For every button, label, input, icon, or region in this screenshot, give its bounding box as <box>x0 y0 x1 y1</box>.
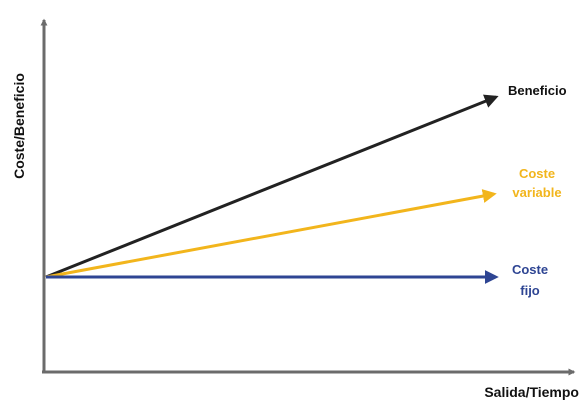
coste-variable-label-line-2: variable <box>512 185 561 200</box>
coste-fijo-label-line-2: fijo <box>520 283 540 298</box>
beneficio-label: Beneficio <box>508 83 567 98</box>
beneficio-line <box>45 94 499 279</box>
y-axis-label: Coste/Beneficio <box>11 73 27 179</box>
coste-fijo-label-line-1: Coste <box>512 262 548 277</box>
coste-variable-label-line-1: Coste <box>519 166 555 181</box>
x-axis-label: Salida/Tiempo <box>484 384 579 400</box>
coste-variable-line <box>45 189 497 279</box>
